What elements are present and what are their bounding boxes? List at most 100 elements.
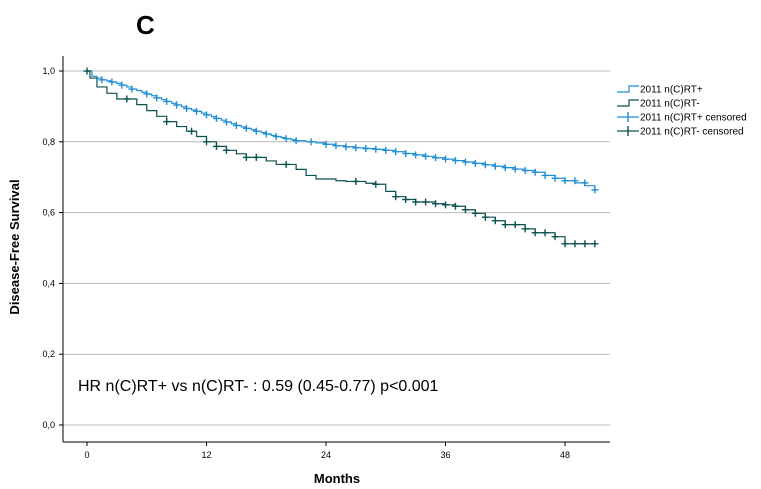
censor-mark-ncrt-plus xyxy=(481,161,489,169)
y-tick-label: 0,4 xyxy=(42,278,55,288)
censor-mark-ncrt-plus xyxy=(143,90,151,98)
censor-mark-ncrt-plus xyxy=(322,140,330,148)
legend: 2011 n(C)RT+ 2011 n(C)RT- 2011 n(C)RT+ cen… xyxy=(617,85,747,138)
censor-mark-ncrt-plus xyxy=(362,145,370,153)
censor-mark-ncrt-plus xyxy=(501,164,509,172)
censor-mark-ncrt-plus xyxy=(108,78,116,86)
censor-mark-ncrt-minus xyxy=(352,177,360,185)
censor-mark-ncrt-minus xyxy=(412,198,420,206)
legend-step-icon xyxy=(617,85,639,93)
censor-mark-ncrt-plus xyxy=(531,168,539,176)
y-tick-label: 0,8 xyxy=(42,137,55,147)
censor-mark-ncrt-minus xyxy=(392,193,400,201)
censor-mark-ncrt-minus xyxy=(212,142,220,150)
legend-entry: 2011 n(C)RT+ xyxy=(617,85,703,96)
censor-mark-ncrt-plus xyxy=(551,174,559,182)
censor-mark-ncrt-plus xyxy=(442,155,449,163)
censor-mark-ncrt-plus xyxy=(521,166,529,174)
censor-mark-ncrt-plus xyxy=(153,94,161,102)
x-tick-labels: 0 12 24 36 48 xyxy=(84,442,570,460)
censor-mark-ncrt-minus xyxy=(581,240,589,248)
censor-mark-ncrt-plus xyxy=(163,97,171,105)
censor-mark-ncrt-plus xyxy=(98,76,106,84)
x-tick-label: 48 xyxy=(560,450,570,460)
censor-mark-ncrt-plus xyxy=(471,159,479,167)
censor-mark-ncrt-plus xyxy=(561,177,569,185)
censor-mark-ncrt-minus xyxy=(461,206,469,214)
censor-mark-ncrt-minus xyxy=(188,127,196,135)
censor-mark-ncrt-minus xyxy=(83,67,91,75)
survival-curves xyxy=(87,70,596,245)
censor-mark-ncrt-minus xyxy=(372,180,380,188)
y-tick-labels: 0,0 0,2 0,4 0,6 0,8 1,0 xyxy=(42,66,63,430)
y-tick-label: 0,0 xyxy=(42,420,55,430)
y-axis-label: Disease-Free Survival xyxy=(7,179,22,314)
censor-mark-ncrt-plus xyxy=(203,111,210,119)
censor-mark-ncrt-plus xyxy=(307,138,315,146)
censor-mark-ncrt-plus xyxy=(392,148,400,156)
censor-mark-ncrt-minus xyxy=(511,221,519,229)
censor-mark-ncrt-minus xyxy=(571,240,579,248)
censor-mark-ncrt-plus xyxy=(332,142,340,150)
censor-mark-ncrt-plus xyxy=(292,137,300,145)
censor-mark-ncrt-plus xyxy=(272,132,280,140)
x-tick-label: 12 xyxy=(201,450,211,460)
censor-mark-ncrt-plus xyxy=(451,157,459,165)
legend-label: 2011 n(C)RT- xyxy=(640,99,700,110)
censor-mark-ncrt-plus xyxy=(173,101,181,109)
legend-entry: 2011 n(C)RT+ censored xyxy=(617,112,747,124)
hazard-ratio-annotation: HR n(C)RT+ vs n(C)RT- : 0.59 (0.45-0.77)… xyxy=(78,378,439,395)
censor-mark-ncrt-plus xyxy=(422,152,430,160)
censor-mark-ncrt-minus xyxy=(163,118,171,126)
panel-label: C xyxy=(136,10,155,40)
censor-mark-ncrt-minus xyxy=(551,233,559,241)
censor-mark-ncrt-minus xyxy=(451,202,459,210)
censor-mark-ncrt-plus xyxy=(491,162,499,170)
censor-marks xyxy=(83,67,599,248)
y-tick-label: 1,0 xyxy=(42,66,55,76)
censor-mark-ncrt-minus xyxy=(282,160,290,168)
censor-mark-ncrt-plus xyxy=(193,107,201,115)
censor-mark-ncrt-minus xyxy=(242,153,250,161)
censor-mark-ncrt-minus xyxy=(481,213,489,221)
censor-mark-ncrt-minus xyxy=(521,225,529,233)
censor-mark-ncrt-plus xyxy=(511,165,519,173)
censor-mark-ncrt-plus xyxy=(541,171,549,179)
censor-mark-ncrt-plus xyxy=(222,118,230,126)
censor-mark-ncrt-plus xyxy=(118,81,126,89)
legend-step-icon xyxy=(617,99,639,107)
censor-mark-ncrt-plus xyxy=(183,105,191,113)
censor-mark-ncrt-plus xyxy=(402,149,410,157)
censor-mark-ncrt-minus xyxy=(471,209,479,217)
censor-mark-ncrt-plus xyxy=(382,146,390,154)
censor-mark-ncrt-minus xyxy=(123,95,131,103)
censor-mark-ncrt-minus xyxy=(501,221,509,229)
y-tick-label: 0,2 xyxy=(42,349,55,359)
censor-mark-ncrt-plus xyxy=(252,127,260,135)
censor-mark-ncrt-minus xyxy=(541,229,549,237)
censor-mark-ncrt-plus xyxy=(372,145,380,153)
grid-lines xyxy=(63,70,610,426)
censor-mark-ncrt-plus xyxy=(432,154,440,162)
censor-mark-ncrt-plus xyxy=(232,122,240,130)
x-tick-label: 36 xyxy=(440,450,450,460)
censor-mark-ncrt-plus xyxy=(581,179,589,187)
censor-mark-ncrt-plus xyxy=(282,135,290,143)
curve-ncrt-plus xyxy=(87,70,596,190)
censor-mark-ncrt-plus xyxy=(342,143,350,151)
censor-mark-ncrt-minus xyxy=(222,146,230,154)
censor-mark-ncrt-minus xyxy=(591,240,599,248)
censor-mark-ncrt-plus xyxy=(212,114,220,122)
y-tick-label: 0,6 xyxy=(42,208,55,218)
censor-mark-ncrt-plus xyxy=(412,151,420,159)
censor-mark-ncrt-plus xyxy=(352,144,360,152)
censor-mark-ncrt-minus xyxy=(561,240,569,248)
censor-mark-ncrt-minus xyxy=(432,200,440,208)
censor-mark-ncrt-plus xyxy=(262,130,270,138)
x-axis-label: Months xyxy=(314,471,360,486)
censor-mark-ncrt-minus xyxy=(203,138,210,146)
censor-mark-ncrt-minus xyxy=(252,153,260,161)
censor-mark-ncrt-minus xyxy=(491,217,499,225)
censor-mark-ncrt-minus xyxy=(531,229,539,237)
